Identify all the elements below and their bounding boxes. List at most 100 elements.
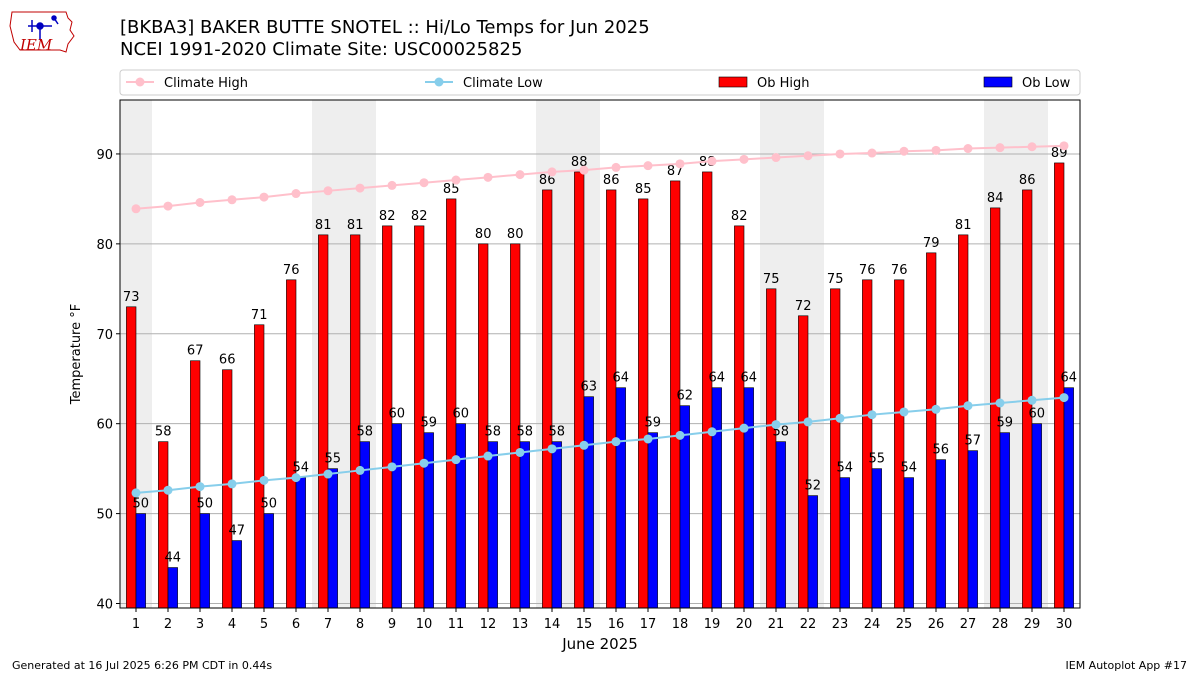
climate-high-point bbox=[707, 156, 717, 166]
ob-low-bar bbox=[871, 468, 882, 609]
ob-low-bar bbox=[327, 468, 338, 609]
ob-low-label: 56 bbox=[933, 443, 950, 458]
ob-high-label: 76 bbox=[859, 263, 876, 278]
climate-low-point bbox=[739, 423, 749, 433]
ob-high-bar bbox=[766, 288, 777, 609]
climate-low-point bbox=[1027, 395, 1037, 405]
climate-low-point bbox=[483, 451, 493, 461]
iem-logo: IEM bbox=[9, 11, 75, 54]
ob-high-bar bbox=[862, 279, 873, 609]
ob-low-bar bbox=[999, 432, 1010, 609]
x-tick-label: 4 bbox=[228, 617, 236, 632]
ob-high-label: 81 bbox=[955, 218, 972, 233]
ob-low-label: 63 bbox=[581, 380, 598, 395]
ob-low-bar bbox=[423, 432, 434, 609]
ob-high-bar bbox=[126, 306, 137, 609]
ob-high-bar bbox=[894, 279, 905, 609]
ob-low-bar bbox=[967, 450, 978, 609]
ob-high-bar bbox=[830, 288, 841, 609]
ob-low-label: 52 bbox=[805, 479, 822, 494]
ob-high-label: 86 bbox=[1019, 173, 1036, 188]
x-tick-label: 25 bbox=[896, 617, 913, 632]
ob-low-bar bbox=[1063, 387, 1074, 609]
ob-low-bar bbox=[231, 540, 242, 609]
x-tick-label: 2 bbox=[164, 617, 172, 632]
climate-high-point bbox=[131, 204, 141, 214]
x-tick-label: 29 bbox=[1024, 617, 1041, 632]
ob-low-label: 60 bbox=[453, 407, 470, 422]
climate-low-point bbox=[675, 430, 685, 440]
ob-low-bar bbox=[935, 459, 946, 609]
ob-low-label: 47 bbox=[229, 524, 246, 539]
climate-low-point bbox=[163, 485, 173, 495]
ob-low-label: 64 bbox=[613, 371, 630, 386]
ob-low-bar bbox=[711, 387, 722, 609]
ob-high-label: 75 bbox=[827, 272, 844, 287]
ob-high-label: 86 bbox=[539, 173, 556, 188]
climate-high-point bbox=[195, 197, 205, 207]
legend-climate-high-label: Climate High bbox=[164, 76, 248, 91]
ob-high-bar bbox=[350, 234, 361, 609]
x-tick-label: 9 bbox=[388, 617, 396, 632]
ob-high-bar bbox=[222, 369, 233, 609]
climate-low-point bbox=[355, 465, 365, 475]
ob-low-label: 62 bbox=[677, 389, 694, 404]
x-axis-label: June 2025 bbox=[561, 635, 638, 653]
x-tick-label: 19 bbox=[704, 617, 721, 632]
ob-low-bar bbox=[135, 513, 146, 609]
ob-low-label: 58 bbox=[549, 425, 566, 440]
ob-low-label: 58 bbox=[357, 425, 374, 440]
climate-low-point bbox=[931, 404, 941, 414]
ob-high-bar bbox=[542, 189, 553, 609]
ob-high-label: 80 bbox=[475, 227, 492, 242]
legend-climate-low-label: Climate Low bbox=[463, 76, 543, 91]
ob-low-label: 60 bbox=[389, 407, 406, 422]
climate-high-point bbox=[515, 170, 525, 180]
ob-high-label: 72 bbox=[795, 299, 812, 314]
ob-high-label: 71 bbox=[251, 308, 268, 323]
x-tick-label: 27 bbox=[960, 617, 977, 632]
x-tick-label: 22 bbox=[800, 617, 817, 632]
ob-low-bar bbox=[775, 441, 786, 609]
ob-low-bar bbox=[391, 423, 402, 609]
ob-high-label: 81 bbox=[347, 218, 364, 233]
chart-title: [BKBA3] BAKER BUTTE SNOTEL :: Hi/Lo Temp… bbox=[120, 17, 650, 38]
ob-low-bar bbox=[807, 495, 818, 609]
climate-high-point bbox=[451, 175, 461, 185]
ob-low-label: 50 bbox=[133, 497, 150, 512]
ob-low-bar bbox=[583, 396, 594, 609]
climate-high-point bbox=[579, 165, 589, 175]
climate-high-point bbox=[355, 183, 365, 193]
ob-low-label: 64 bbox=[709, 371, 726, 386]
climate-high-point bbox=[675, 159, 685, 169]
ob-low-label: 58 bbox=[485, 425, 502, 440]
y-tick-label: 90 bbox=[96, 148, 113, 163]
ob-low-label: 57 bbox=[965, 434, 982, 449]
ob-high-bar bbox=[990, 207, 1001, 609]
climate-low-point bbox=[611, 437, 621, 447]
ob-high-bar bbox=[734, 225, 745, 609]
chart-subtitle: NCEI 1991-2020 Climate Site: USC00025825 bbox=[120, 39, 523, 60]
ob-high-label: 81 bbox=[315, 218, 332, 233]
app-credit: IEM Autoplot App #17 bbox=[1065, 659, 1188, 672]
y-tick-label: 60 bbox=[96, 418, 113, 433]
climate-high-point bbox=[483, 172, 493, 182]
x-tick-label: 3 bbox=[196, 617, 204, 632]
climate-high-point bbox=[643, 161, 653, 171]
climate-high-point bbox=[867, 148, 877, 158]
ob-high-label: 82 bbox=[379, 209, 396, 224]
iowa-outline bbox=[9, 11, 75, 53]
climate-low-point bbox=[547, 444, 557, 454]
ob-high-label: 85 bbox=[635, 182, 652, 197]
legend-ob-low-swatch bbox=[983, 76, 1013, 88]
ob-low-bar bbox=[295, 477, 306, 609]
ob-high-label: 73 bbox=[123, 290, 140, 305]
legend-ob-high-label: Ob High bbox=[757, 76, 810, 91]
ob-low-label: 64 bbox=[1061, 371, 1078, 386]
climate-low-point bbox=[387, 462, 397, 472]
ob-low-bar bbox=[519, 441, 530, 609]
climate-low-point bbox=[707, 427, 717, 437]
x-tick-label: 20 bbox=[736, 617, 753, 632]
climate-low-point bbox=[867, 410, 877, 420]
ob-high-bar bbox=[702, 171, 713, 609]
